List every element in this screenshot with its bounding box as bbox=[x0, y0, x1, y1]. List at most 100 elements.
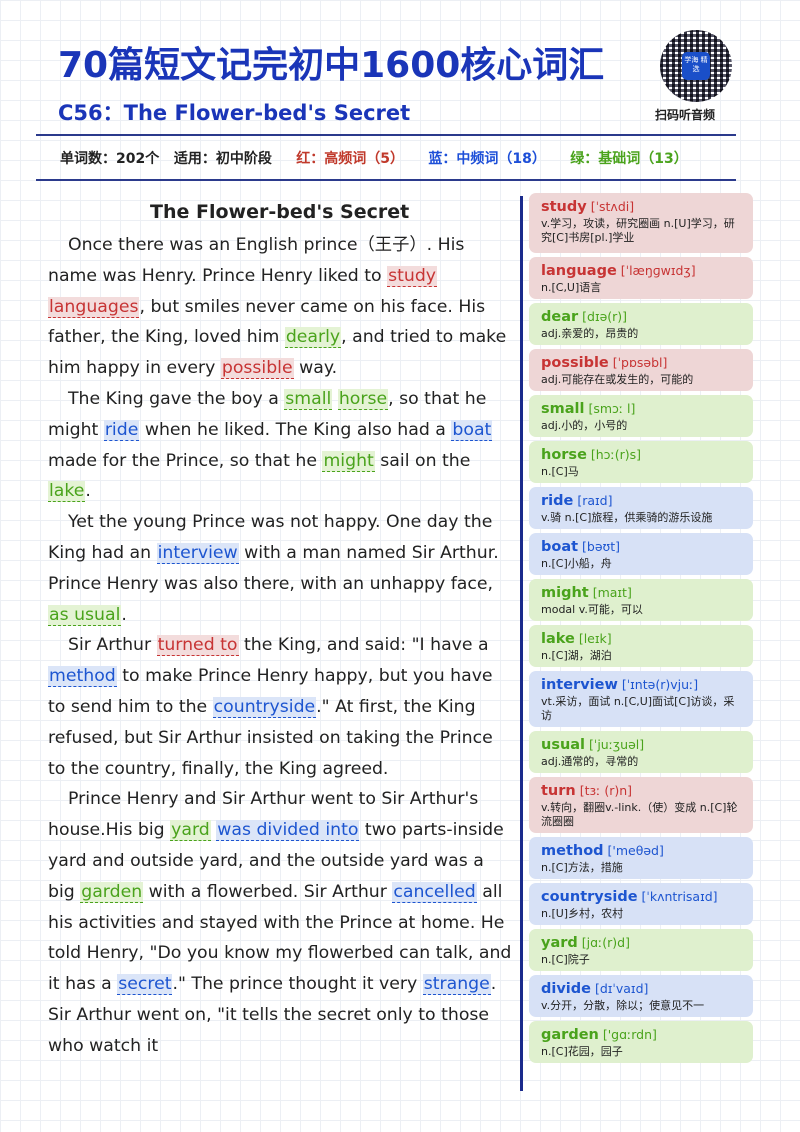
vocab-definition: n.[C,U]语言 bbox=[541, 281, 602, 294]
vocab-headword: yard [jɑː(r)d] bbox=[541, 933, 743, 953]
vocab-card[interactable]: yard [jɑː(r)d] n.[C]院子 bbox=[529, 929, 753, 971]
vocab-card[interactable]: lake [leɪk] n.[C]湖，湖泊 bbox=[529, 625, 753, 667]
vocab-word: divide bbox=[541, 981, 591, 997]
highlighted-word[interactable]: secret bbox=[117, 974, 173, 996]
story-text: Sir Arthur bbox=[68, 635, 157, 656]
vocab-card[interactable]: ride [raɪd] v.骑 n.[C]旅程，供乘骑的游乐设施 bbox=[529, 487, 753, 529]
vocab-headword: divide [dɪˈvaɪd] bbox=[541, 979, 743, 999]
vocab-word: ride bbox=[541, 493, 574, 509]
highlighted-word[interactable]: study bbox=[387, 265, 438, 287]
vocab-card[interactable]: horse [hɔː(r)s] n.[C]马 bbox=[529, 441, 753, 483]
vocab-card[interactable]: interview [ˈɪntə(r)vjuː] vt.采访，面试 n.[C,U]… bbox=[529, 671, 753, 727]
story-text: when he liked. The King also had a bbox=[139, 419, 452, 440]
highlighted-word[interactable]: dearly bbox=[284, 327, 342, 349]
vocab-phonetic: [ˈkʌntrisaɪd] bbox=[637, 889, 718, 904]
highlighted-word[interactable]: horse bbox=[337, 388, 389, 410]
vocab-definition: modal v.可能，可以 bbox=[541, 603, 643, 616]
vocab-card[interactable]: garden ['gɑːrdn] n.[C]花园，园子 bbox=[529, 1021, 753, 1063]
vocab-headword: possible [ˈpɒsəbl] bbox=[541, 353, 743, 373]
vocab-phonetic: [hɔː(r)s] bbox=[586, 447, 642, 462]
qr-code-icon[interactable]: 学海 精选 bbox=[660, 30, 732, 102]
story-text: ." The prince thought it very bbox=[172, 974, 423, 995]
highlighted-word[interactable]: languages bbox=[48, 296, 140, 318]
highlighted-word[interactable]: small bbox=[284, 388, 333, 410]
vocab-headword: study [ˈstʌdi] bbox=[541, 197, 743, 217]
vocab-phonetic: [ˈjuːʒuəl] bbox=[585, 737, 645, 752]
vocab-headword: turn [tɜː (r)n] bbox=[541, 781, 743, 801]
vocab-definition: n.[C]小船，舟 bbox=[541, 557, 612, 570]
vocab-word: yard bbox=[541, 935, 578, 951]
vocab-definition: n.[C]花园，园子 bbox=[541, 1045, 623, 1058]
story-text: with a man named Sir Arthur. Prince Henr… bbox=[48, 542, 499, 594]
vocab-card[interactable]: small [smɔː l] adj.小的，小号的 bbox=[529, 395, 753, 437]
story-text: Once there was an English prince（王子）. Hi… bbox=[48, 235, 465, 286]
qr-caption: 扫码听音频 bbox=[655, 108, 716, 122]
vocab-card[interactable]: dear [dɪə(r)] adj.亲爱的，昂贵的 bbox=[529, 303, 753, 345]
vocab-card[interactable]: divide [dɪˈvaɪd] v.分开，分散，除以；使意见不一 bbox=[529, 975, 753, 1017]
vocab-phonetic: [jɑː(r)d] bbox=[577, 935, 630, 950]
vocab-card[interactable]: usual [ˈjuːʒuəl] adj.通常的，寻常的 bbox=[529, 731, 753, 773]
vocab-headword: language [ˈlæŋɡwɪdʒ] bbox=[541, 261, 743, 281]
vocab-card[interactable]: turn [tɜː (r)n] v.转向，翻圈v.-link.（使）变成 n.[C… bbox=[529, 777, 753, 833]
highlighted-word[interactable]: possible bbox=[220, 358, 294, 380]
highlighted-word[interactable]: turned to bbox=[156, 635, 239, 657]
vocab-word: study bbox=[541, 199, 587, 215]
vocab-headword: might [maɪt] bbox=[541, 583, 743, 603]
vocab-definition: n.[C]院子 bbox=[541, 953, 590, 966]
story-paragraph: Prince Henry and Sir Arthur went to Sir … bbox=[48, 784, 512, 1061]
vocab-phonetic: [ˈstʌdi] bbox=[586, 199, 635, 214]
vocab-definition: n.[C]湖，湖泊 bbox=[541, 649, 612, 662]
vocab-definition: v.分开，分散，除以；使意见不一 bbox=[541, 999, 705, 1012]
highlighted-word[interactable]: countryside bbox=[212, 696, 317, 718]
highlighted-word[interactable]: garden bbox=[80, 881, 144, 903]
highlighted-word[interactable]: interview bbox=[156, 542, 239, 564]
vocab-phonetic: [ˈlæŋɡwɪdʒ] bbox=[616, 263, 696, 278]
highlighted-word[interactable]: yard bbox=[170, 820, 211, 842]
vocab-word: dear bbox=[541, 309, 579, 325]
highlighted-word[interactable]: ride bbox=[103, 419, 140, 441]
vocab-card[interactable]: study [ˈstʌdi] v.学习，攻读，研究圈画 n.[U]学习，研究[C]… bbox=[529, 193, 753, 253]
vocab-phonetic: [smɔː l] bbox=[584, 401, 636, 416]
vocab-phonetic: [tɜː (r)n] bbox=[575, 783, 633, 798]
story-text: made for the Prince, so that he bbox=[48, 450, 323, 471]
story-text: all his activities and stayed with the P… bbox=[48, 881, 512, 995]
story-text: with a flowerbed. Sir Arthur bbox=[143, 881, 393, 902]
highlighted-word[interactable]: lake bbox=[48, 481, 86, 503]
vocab-card[interactable]: method ['meθəd] n.[C]方法，措施 bbox=[529, 837, 753, 879]
vocab-word: usual bbox=[541, 737, 586, 753]
highlighted-word[interactable]: as usual bbox=[48, 604, 122, 626]
highlighted-word[interactable]: cancelled bbox=[392, 881, 477, 903]
story-text: two parts-inside yard and outside yard, … bbox=[48, 820, 504, 902]
vocab-headword: boat [bəʊt] bbox=[541, 537, 743, 557]
header-rule-top bbox=[36, 134, 736, 136]
vocab-phonetic: [raɪd] bbox=[573, 493, 613, 508]
vocab-list: study [ˈstʌdi] v.学习，攻读，研究圈画 n.[U]学习，研究[C]… bbox=[529, 193, 753, 1067]
vocab-definition: adj.可能存在或发生的，可能的 bbox=[541, 373, 694, 386]
story-text: Yet the young Prince was not happy. One … bbox=[48, 512, 493, 563]
vocab-headword: horse [hɔː(r)s] bbox=[541, 445, 743, 465]
story-text: way. bbox=[293, 358, 338, 379]
highlighted-word[interactable]: might bbox=[322, 450, 375, 472]
vocab-phonetic: [leɪk] bbox=[574, 631, 612, 646]
vocab-headword: interview [ˈɪntə(r)vjuː] bbox=[541, 675, 743, 695]
highlighted-word[interactable]: boat bbox=[451, 419, 493, 441]
vocab-card[interactable]: might [maɪt] modal v.可能，可以 bbox=[529, 579, 753, 621]
vocab-word: boat bbox=[541, 539, 579, 555]
vocab-headword: method ['meθəd] bbox=[541, 841, 743, 861]
vocab-card[interactable]: language [ˈlæŋɡwɪdʒ] n.[C,U]语言 bbox=[529, 257, 753, 299]
vocab-card[interactable]: boat [bəʊt] n.[C]小船，舟 bbox=[529, 533, 753, 575]
vocab-phonetic: [dɪə(r)] bbox=[578, 309, 628, 324]
highlighted-word[interactable]: strange bbox=[422, 974, 491, 996]
vocab-card[interactable]: possible [ˈpɒsəbl] adj.可能存在或发生的，可能的 bbox=[529, 349, 753, 391]
vocab-word: garden bbox=[541, 1027, 599, 1043]
vocab-phonetic: [ˈpɒsəbl] bbox=[608, 355, 668, 370]
highlighted-word[interactable]: was divided into bbox=[216, 820, 360, 842]
vocab-phonetic: [bəʊt] bbox=[578, 539, 621, 554]
legend-blue: 蓝：中频词（18） bbox=[428, 151, 546, 167]
vocab-card[interactable]: countryside [ˈkʌntrisaɪd] n.[U]乡村，农村 bbox=[529, 883, 753, 925]
highlighted-word[interactable]: method bbox=[48, 666, 117, 688]
story-paragraph: The King gave the boy a small horse, so … bbox=[48, 384, 512, 507]
story-paragraph: Sir Arthur turned to the King, and said:… bbox=[48, 630, 512, 784]
vocab-headword: garden ['gɑːrdn] bbox=[541, 1025, 743, 1045]
vocab-word: interview bbox=[541, 677, 618, 693]
